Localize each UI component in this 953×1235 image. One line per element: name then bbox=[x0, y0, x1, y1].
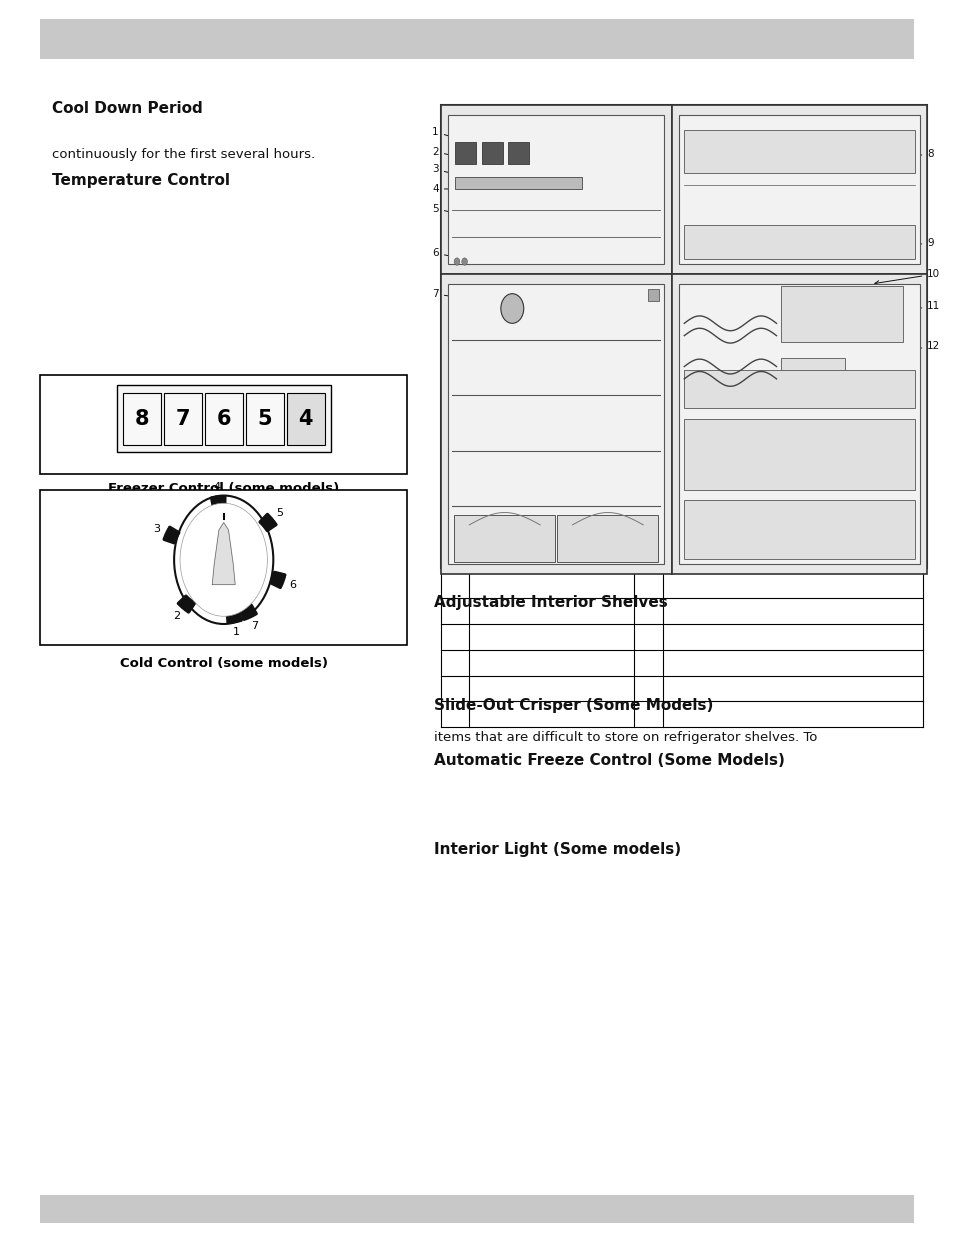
Polygon shape bbox=[212, 522, 235, 584]
Text: 11: 11 bbox=[871, 301, 940, 316]
Bar bbox=[683, 225, 914, 259]
Bar bbox=[440, 105, 671, 274]
Bar bbox=[40, 375, 407, 474]
Bar bbox=[679, 284, 919, 564]
Text: 7: 7 bbox=[175, 409, 190, 429]
Text: Interior Light (Some models): Interior Light (Some models) bbox=[434, 842, 680, 857]
Text: 3: 3 bbox=[432, 164, 460, 177]
Text: 8: 8 bbox=[134, 409, 149, 429]
Text: 5: 5 bbox=[432, 204, 465, 216]
Bar bbox=[40, 490, 407, 645]
Bar bbox=[246, 393, 283, 445]
Bar bbox=[286, 393, 324, 445]
Bar bbox=[454, 515, 555, 562]
Text: 1: 1 bbox=[432, 127, 457, 140]
Bar bbox=[40, 1195, 913, 1223]
Text: 5: 5 bbox=[257, 409, 272, 429]
Text: Adjustable Interior Shelves: Adjustable Interior Shelves bbox=[434, 595, 667, 610]
Bar bbox=[683, 500, 914, 559]
Text: Cool Down Period: Cool Down Period bbox=[52, 101, 203, 116]
Bar bbox=[481, 142, 502, 164]
Text: Temperature Control: Temperature Control bbox=[52, 173, 231, 188]
Text: 12: 12 bbox=[866, 341, 940, 359]
Bar bbox=[116, 385, 330, 452]
Bar bbox=[508, 142, 529, 164]
Text: Automatic Freeze Control (Some Models): Automatic Freeze Control (Some Models) bbox=[434, 753, 784, 768]
Bar bbox=[781, 287, 902, 342]
Bar bbox=[781, 358, 843, 385]
Text: Slide-Out Crisper (Some Models): Slide-Out Crisper (Some Models) bbox=[434, 698, 713, 713]
Bar bbox=[647, 289, 659, 301]
Text: 7: 7 bbox=[251, 621, 258, 631]
Bar bbox=[448, 115, 663, 264]
Text: 2: 2 bbox=[172, 611, 180, 621]
Text: 6: 6 bbox=[289, 580, 296, 590]
Bar bbox=[440, 105, 926, 568]
Text: 2: 2 bbox=[432, 147, 461, 158]
Text: 4: 4 bbox=[298, 409, 313, 429]
Circle shape bbox=[174, 495, 273, 624]
Text: continuously for the first several hours.: continuously for the first several hours… bbox=[52, 148, 315, 162]
Bar bbox=[455, 142, 476, 164]
Text: 10: 10 bbox=[874, 269, 940, 285]
Circle shape bbox=[454, 258, 459, 266]
Text: items that are difficult to store on refrigerator shelves. To: items that are difficult to store on ref… bbox=[434, 731, 817, 745]
Bar bbox=[455, 177, 581, 189]
Text: 3: 3 bbox=[153, 524, 160, 534]
Bar bbox=[683, 370, 914, 408]
Bar bbox=[671, 105, 926, 274]
Bar bbox=[40, 19, 913, 59]
Bar bbox=[448, 284, 663, 564]
Text: Cold Control (some models): Cold Control (some models) bbox=[119, 657, 328, 671]
Text: 4: 4 bbox=[213, 482, 221, 492]
Bar bbox=[205, 393, 242, 445]
Text: 6: 6 bbox=[432, 248, 463, 259]
Circle shape bbox=[180, 503, 267, 616]
Bar bbox=[671, 274, 926, 574]
Text: 6: 6 bbox=[216, 409, 231, 429]
Circle shape bbox=[461, 258, 467, 266]
Text: 5: 5 bbox=[276, 508, 283, 517]
Bar bbox=[679, 115, 919, 264]
Text: Freezer Control (some models): Freezer Control (some models) bbox=[108, 482, 339, 495]
Text: 8: 8 bbox=[879, 149, 933, 159]
Text: 9: 9 bbox=[877, 238, 933, 248]
Bar bbox=[557, 515, 658, 562]
Text: 1: 1 bbox=[233, 627, 240, 637]
Bar bbox=[440, 274, 671, 574]
Text: 4: 4 bbox=[432, 184, 468, 194]
Bar bbox=[122, 393, 160, 445]
Bar bbox=[683, 419, 914, 490]
Text: 7: 7 bbox=[432, 289, 463, 300]
Bar bbox=[683, 130, 914, 173]
Bar bbox=[164, 393, 202, 445]
Circle shape bbox=[500, 294, 523, 324]
